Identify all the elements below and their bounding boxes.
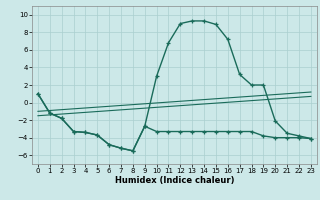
X-axis label: Humidex (Indice chaleur): Humidex (Indice chaleur) [115,176,234,185]
